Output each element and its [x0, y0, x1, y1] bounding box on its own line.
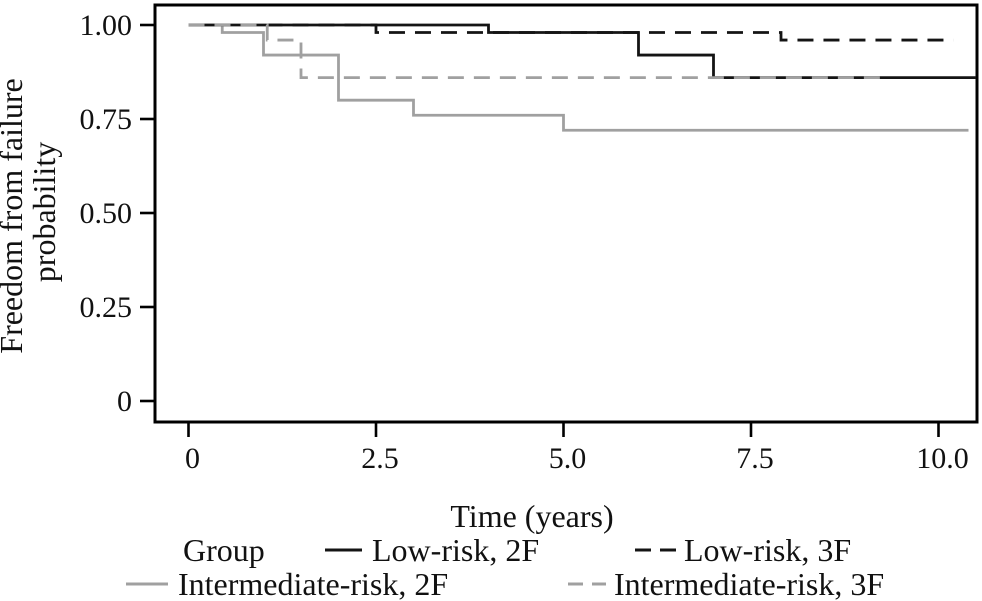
- curve-intermediate-risk-2f: [188, 23, 969, 132]
- legend-label-low-risk-2f: Low-risk, 2F: [372, 532, 539, 568]
- curve-intermediate-risk-3f: [188, 23, 886, 80]
- legend-label-low-risk-3f: Low-risk, 3F: [684, 532, 851, 568]
- y-axis-title-line2: probability: [26, 142, 62, 282]
- x-tick-label-0: 0: [185, 442, 200, 475]
- curve-low-risk-2f: [188, 23, 976, 80]
- survival-curves: [188, 23, 976, 132]
- y-axis-title-line1: Freedom from failure: [0, 78, 29, 353]
- plot-frame: [153, 3, 979, 424]
- legend-title: Group: [183, 532, 265, 568]
- y-tick-label-0.25: 0.25: [80, 291, 133, 324]
- x-tick-label-5.0: 5.0: [549, 442, 587, 475]
- x-axis-title: Time (years): [450, 498, 613, 534]
- curve-low-risk-3f: [188, 23, 954, 42]
- x-axis-ticks: 0 2.5 5.0 7.5 10.0: [185, 422, 969, 475]
- y-tick-label-0: 0: [117, 385, 132, 418]
- y-axis-title: Freedom from failure probability: [0, 70, 62, 353]
- x-tick-label-2.5: 2.5: [361, 442, 399, 475]
- x-tick-label-10.0: 10.0: [916, 442, 969, 475]
- y-tick-label-0.75: 0.75: [80, 103, 133, 136]
- y-tick-label-1.00: 1.00: [80, 9, 133, 42]
- x-tick-label-7.5: 7.5: [736, 442, 774, 475]
- legend-label-intermediate-risk-2f: Intermediate-risk, 2F: [178, 566, 448, 601]
- y-axis-ticks: 1.00 0.75 0.50 0.25 0: [80, 9, 155, 418]
- legend-label-intermediate-risk-3f: Intermediate-risk, 3F: [614, 566, 884, 601]
- y-tick-label-0.50: 0.50: [80, 197, 133, 230]
